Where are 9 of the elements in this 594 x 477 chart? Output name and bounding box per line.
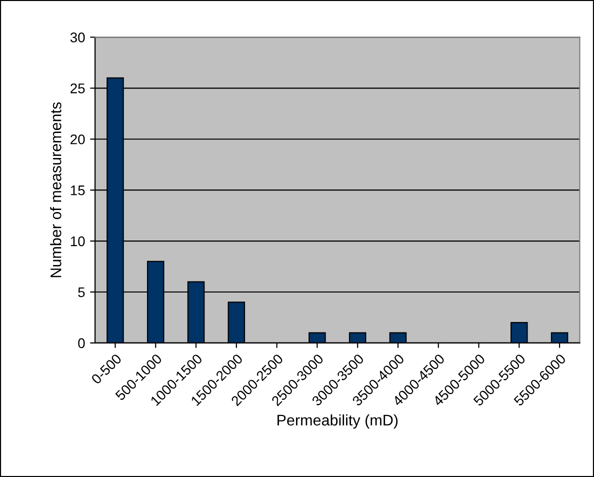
y-tick-label: 10: [70, 236, 85, 246]
y-axis-title: Number of measurements: [50, 102, 62, 278]
y-tick-label: 30: [70, 32, 85, 42]
x-axis-title: Permeability (mD): [278, 414, 398, 429]
y-tick-label: 5: [78, 287, 85, 298]
y-tick-label: 15: [70, 186, 85, 196]
y-tick-label: 0: [78, 338, 85, 348]
y-tick-label: 25: [70, 84, 85, 94]
y-tick-label: 20: [70, 134, 85, 144]
